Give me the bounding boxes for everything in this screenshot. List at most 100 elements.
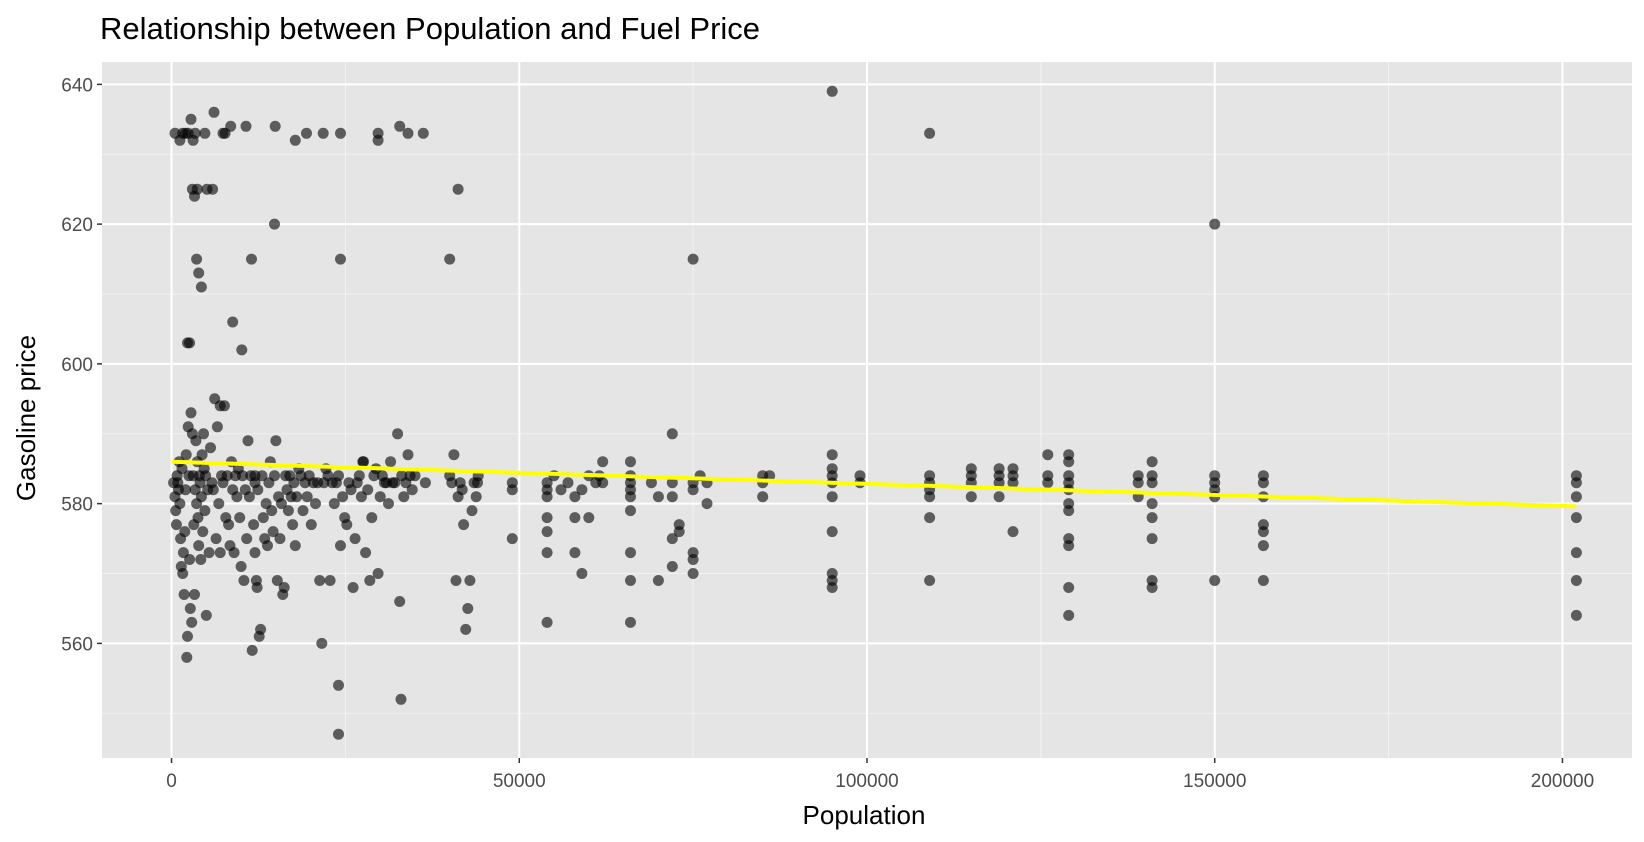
data-point bbox=[1132, 477, 1144, 489]
data-point bbox=[240, 120, 252, 132]
data-point bbox=[324, 575, 336, 586]
data-point bbox=[666, 561, 678, 572]
data-point bbox=[289, 134, 301, 146]
data-point bbox=[506, 484, 518, 496]
data-point bbox=[231, 491, 243, 503]
data-point bbox=[235, 561, 247, 572]
data-point bbox=[541, 512, 553, 524]
data-point bbox=[472, 477, 483, 489]
data-point bbox=[237, 470, 248, 482]
data-point bbox=[195, 491, 207, 503]
trend-line bbox=[171, 459, 1577, 509]
data-point bbox=[826, 582, 838, 593]
data-point bbox=[287, 519, 299, 531]
data-point bbox=[666, 428, 678, 440]
data-point bbox=[452, 183, 464, 195]
data-point bbox=[170, 519, 182, 531]
data-point bbox=[269, 218, 280, 230]
data-point bbox=[1146, 477, 1158, 489]
data-point bbox=[210, 533, 222, 545]
data-point bbox=[310, 498, 321, 510]
data-point bbox=[249, 477, 261, 489]
data-point bbox=[289, 540, 301, 552]
data-point bbox=[333, 728, 344, 740]
data-point bbox=[625, 575, 636, 586]
data-point bbox=[666, 533, 678, 545]
y-tick-label: 620 bbox=[61, 215, 93, 236]
y-tick-label: 600 bbox=[61, 355, 93, 376]
data-point bbox=[241, 533, 253, 545]
data-point bbox=[1257, 575, 1269, 586]
data-point bbox=[1570, 477, 1582, 489]
data-point bbox=[569, 491, 581, 503]
data-point bbox=[625, 505, 636, 517]
data-point bbox=[282, 505, 294, 517]
data-point bbox=[203, 547, 215, 559]
data-point bbox=[394, 596, 406, 607]
data-point bbox=[1257, 526, 1269, 538]
data-point bbox=[364, 575, 376, 586]
data-point bbox=[193, 267, 205, 279]
data-point bbox=[555, 484, 567, 496]
data-point bbox=[1063, 456, 1075, 468]
data-point bbox=[458, 519, 470, 531]
data-point bbox=[757, 491, 769, 503]
data-point bbox=[269, 120, 281, 132]
data-point bbox=[372, 568, 384, 579]
data-point bbox=[193, 540, 205, 552]
data-point bbox=[333, 679, 344, 691]
data-point bbox=[924, 512, 936, 524]
data-point bbox=[569, 547, 581, 559]
data-point bbox=[1063, 540, 1075, 552]
data-point bbox=[238, 575, 250, 586]
data-point bbox=[673, 526, 685, 538]
data-point bbox=[450, 575, 462, 586]
data-point bbox=[1042, 449, 1054, 461]
data-point bbox=[666, 491, 678, 503]
data-point bbox=[419, 477, 431, 489]
data-point bbox=[347, 582, 359, 593]
data-point bbox=[385, 456, 397, 468]
data-point bbox=[266, 505, 278, 517]
data-point bbox=[625, 456, 636, 468]
x-axis-title: Population bbox=[803, 800, 926, 830]
data-point bbox=[196, 449, 208, 461]
x-tick-label: 200000 bbox=[1531, 771, 1594, 792]
data-point bbox=[466, 505, 478, 517]
data-point bbox=[541, 616, 553, 628]
data-point bbox=[353, 470, 365, 482]
data-point bbox=[687, 554, 699, 565]
data-point bbox=[464, 575, 476, 586]
data-point bbox=[924, 491, 936, 503]
data-point bbox=[297, 505, 309, 517]
major-gridlines bbox=[102, 62, 1632, 758]
data-point bbox=[625, 616, 636, 628]
data-point bbox=[200, 609, 212, 621]
data-point bbox=[402, 449, 414, 461]
data-point bbox=[687, 484, 699, 496]
data-point bbox=[221, 470, 233, 482]
data-points bbox=[168, 85, 1582, 740]
data-point bbox=[1570, 575, 1582, 586]
data-point bbox=[1007, 526, 1019, 538]
data-point bbox=[826, 491, 838, 503]
data-point bbox=[180, 449, 192, 461]
y-tick-label: 580 bbox=[61, 495, 93, 516]
data-point bbox=[305, 519, 317, 531]
data-point bbox=[355, 491, 367, 503]
data-point bbox=[199, 505, 211, 517]
data-point bbox=[357, 456, 369, 468]
data-point bbox=[179, 526, 191, 538]
data-point bbox=[198, 428, 209, 440]
data-point bbox=[562, 477, 574, 489]
x-tick-label: 100000 bbox=[835, 771, 898, 792]
data-point bbox=[1146, 582, 1158, 593]
x-axis-ticks: 0 50000 100000 150000 200000 bbox=[166, 758, 1594, 792]
data-point bbox=[192, 512, 204, 524]
data-point bbox=[197, 526, 209, 538]
data-point bbox=[1257, 477, 1269, 489]
data-point bbox=[246, 644, 258, 656]
data-point bbox=[1257, 540, 1269, 552]
data-point bbox=[335, 127, 346, 139]
data-point bbox=[402, 127, 414, 139]
